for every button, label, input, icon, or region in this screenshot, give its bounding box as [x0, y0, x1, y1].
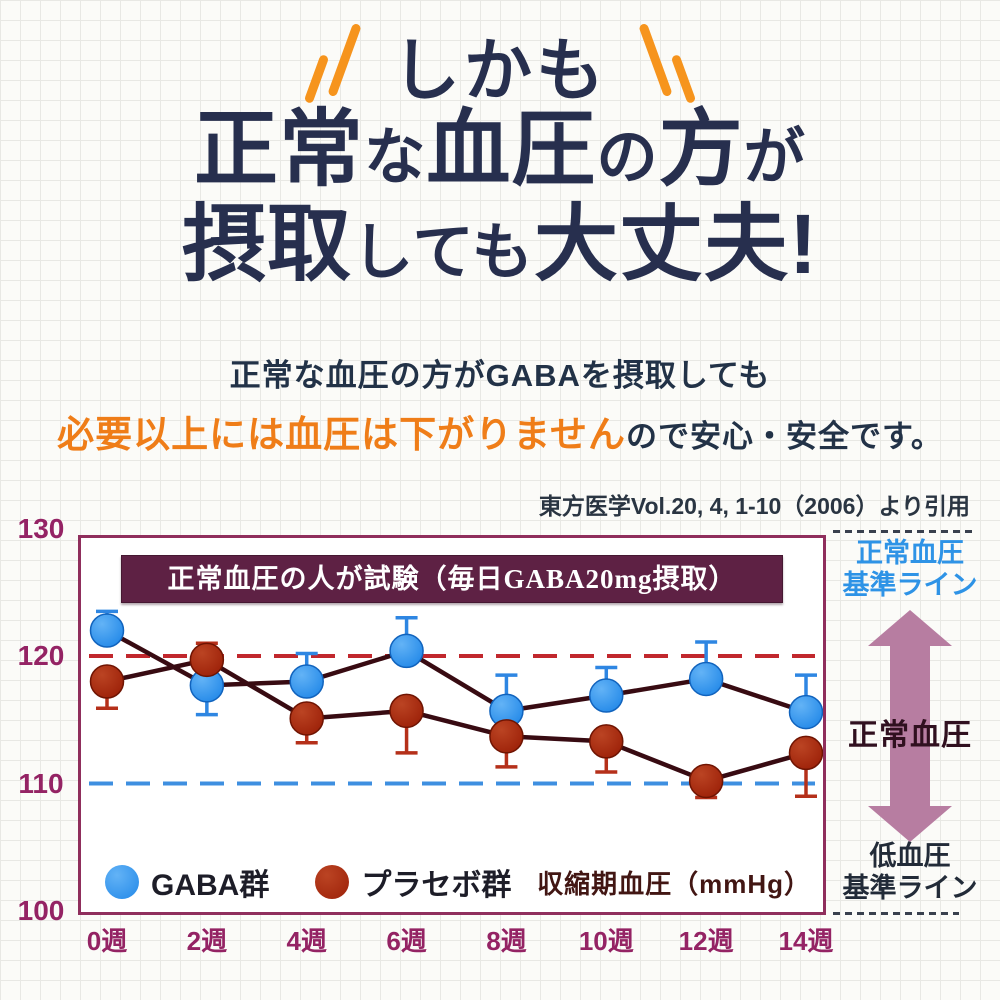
normal-bp-baseline-line1: 正常血圧 — [856, 538, 964, 568]
data-point-s0-w7 — [788, 694, 824, 730]
data-point-s1-w7 — [788, 735, 824, 771]
x-tick-label: 10週 — [578, 926, 634, 956]
main-title-line: 正常な血圧の方が — [0, 102, 1000, 197]
data-point-s0-w3 — [389, 633, 424, 669]
low-bp-baseline-label: 低血圧 基準ライン — [833, 840, 987, 905]
lead-line-2: 必要以上には血圧は下がりませんので安心・安全です。 — [0, 404, 1000, 458]
emphasis-slashes-right-icon — [638, 16, 697, 112]
data-point-s1-w3 — [389, 693, 424, 729]
main-title-segment: 正常 — [194, 102, 365, 196]
main-title-segment: 方 — [658, 102, 744, 196]
lead-paragraph: 正常な血圧の方がGABAを摂取しても 必要以上には血圧は下がりませんので安心・安… — [0, 350, 1000, 458]
x-axis: 0週 2週 4週 6週 8週 10週 12週 14週 — [78, 921, 834, 957]
data-point-s1-w5 — [589, 724, 624, 759]
normal-bp-baseline-label: 正常血圧 基準ライン — [833, 537, 987, 602]
low-bp-baseline-line1: 低血圧 — [869, 841, 951, 871]
data-point-s1-w6 — [688, 763, 724, 799]
normal-bp-range-label: 正常血圧 — [848, 719, 972, 752]
range-arrow-icon — [868, 610, 952, 842]
chart-svg — [89, 609, 824, 800]
x-tick-label: 4週 — [286, 926, 327, 956]
low-bp-baseline-line2: 基準ライン — [842, 873, 978, 904]
main-title-segment: 血圧 — [426, 102, 597, 196]
lead-highlight: 必要以上には血圧は下がりません — [57, 414, 626, 455]
main-title-segment: しても — [351, 216, 535, 286]
y-tick-label: 110 — [18, 767, 64, 799]
lead-line-1: 正常な血圧の方がGABAを摂取しても — [229, 358, 771, 393]
data-point-s0-w6 — [688, 661, 724, 697]
y-tick-label: 120 — [17, 640, 65, 671]
chart-title-banner: 正常血圧の人が試験（毎日GABA20mg摂取） — [121, 555, 783, 603]
data-point-s1-w1 — [189, 642, 225, 678]
y-axis: 130 120 110 100 — [12, 513, 70, 927]
x-tick-label: 8週 — [486, 926, 527, 956]
x-tick-label: 14週 — [778, 926, 834, 956]
x-tick-label: 6週 — [386, 926, 427, 956]
normal-bp-baseline-line2: 基準ライン — [842, 570, 978, 601]
legend-dot-icon — [315, 865, 350, 899]
main-title-line: 摂取しても大丈夫! — [0, 197, 1000, 292]
series-line-1 — [106, 657, 807, 784]
annotation-sidebar: 正常血圧 基準ライン 正常血圧 低血圧 基準ライン — [833, 524, 987, 924]
main-title-segment: な — [364, 122, 427, 191]
unit-label: 収縮期血圧（mmHg） — [537, 868, 811, 899]
legend-item: GABA群 — [105, 860, 269, 904]
kicker: しかも — [0, 14, 1000, 114]
x-tick-label: 12週 — [678, 926, 734, 956]
legend-item: プラセボ群 — [315, 860, 511, 904]
legend-dot-icon — [105, 865, 139, 899]
legend-label: プラセボ群 — [361, 869, 512, 902]
legend-label: GABA群 — [151, 869, 270, 902]
main-title-segment: が — [743, 122, 806, 191]
data-point-s1-w2 — [289, 701, 324, 736]
emphasis-slashes-left-icon — [303, 16, 362, 112]
chart-area: 正常血圧の人が試験（毎日GABA20mg摂取） GABA群 プラセボ群 収縮期血圧… — [78, 535, 826, 915]
sidebar-top-dashed-line — [833, 530, 973, 533]
main-title-segment: 大丈夫! — [534, 196, 819, 291]
main-title-segment: 摂取 — [181, 196, 352, 291]
sidebar-bottom-dashed-line — [833, 912, 959, 915]
citation-text: 東方医学Vol.20, 4, 1-10（2006）より引用 — [538, 493, 970, 519]
kicker-text: しかも — [391, 32, 608, 109]
data-point-s0-w2 — [289, 664, 324, 699]
x-tick-label: 2週 — [186, 926, 228, 956]
y-tick-label: 130 — [17, 512, 65, 544]
legend-items: GABA群 プラセボ群 — [105, 860, 511, 904]
data-point-s0-w0 — [89, 613, 125, 648]
main-title: 正常な血圧の方が 摂取しても大丈夫! — [0, 102, 1000, 292]
plot — [81, 538, 824, 912]
x-tick-label: 0週 — [86, 926, 128, 956]
y-tick-label: 100 — [17, 895, 65, 926]
legend: GABA群 プラセボ群 収縮期血圧（mmHg） — [105, 860, 811, 904]
data-point-s1-w4 — [489, 719, 524, 754]
lead-rest: ので安心・安全です。 — [625, 419, 943, 454]
data-point-s0-w5 — [589, 678, 624, 713]
main-title-segment: の — [596, 122, 659, 191]
data-point-s1-w0 — [89, 664, 125, 699]
